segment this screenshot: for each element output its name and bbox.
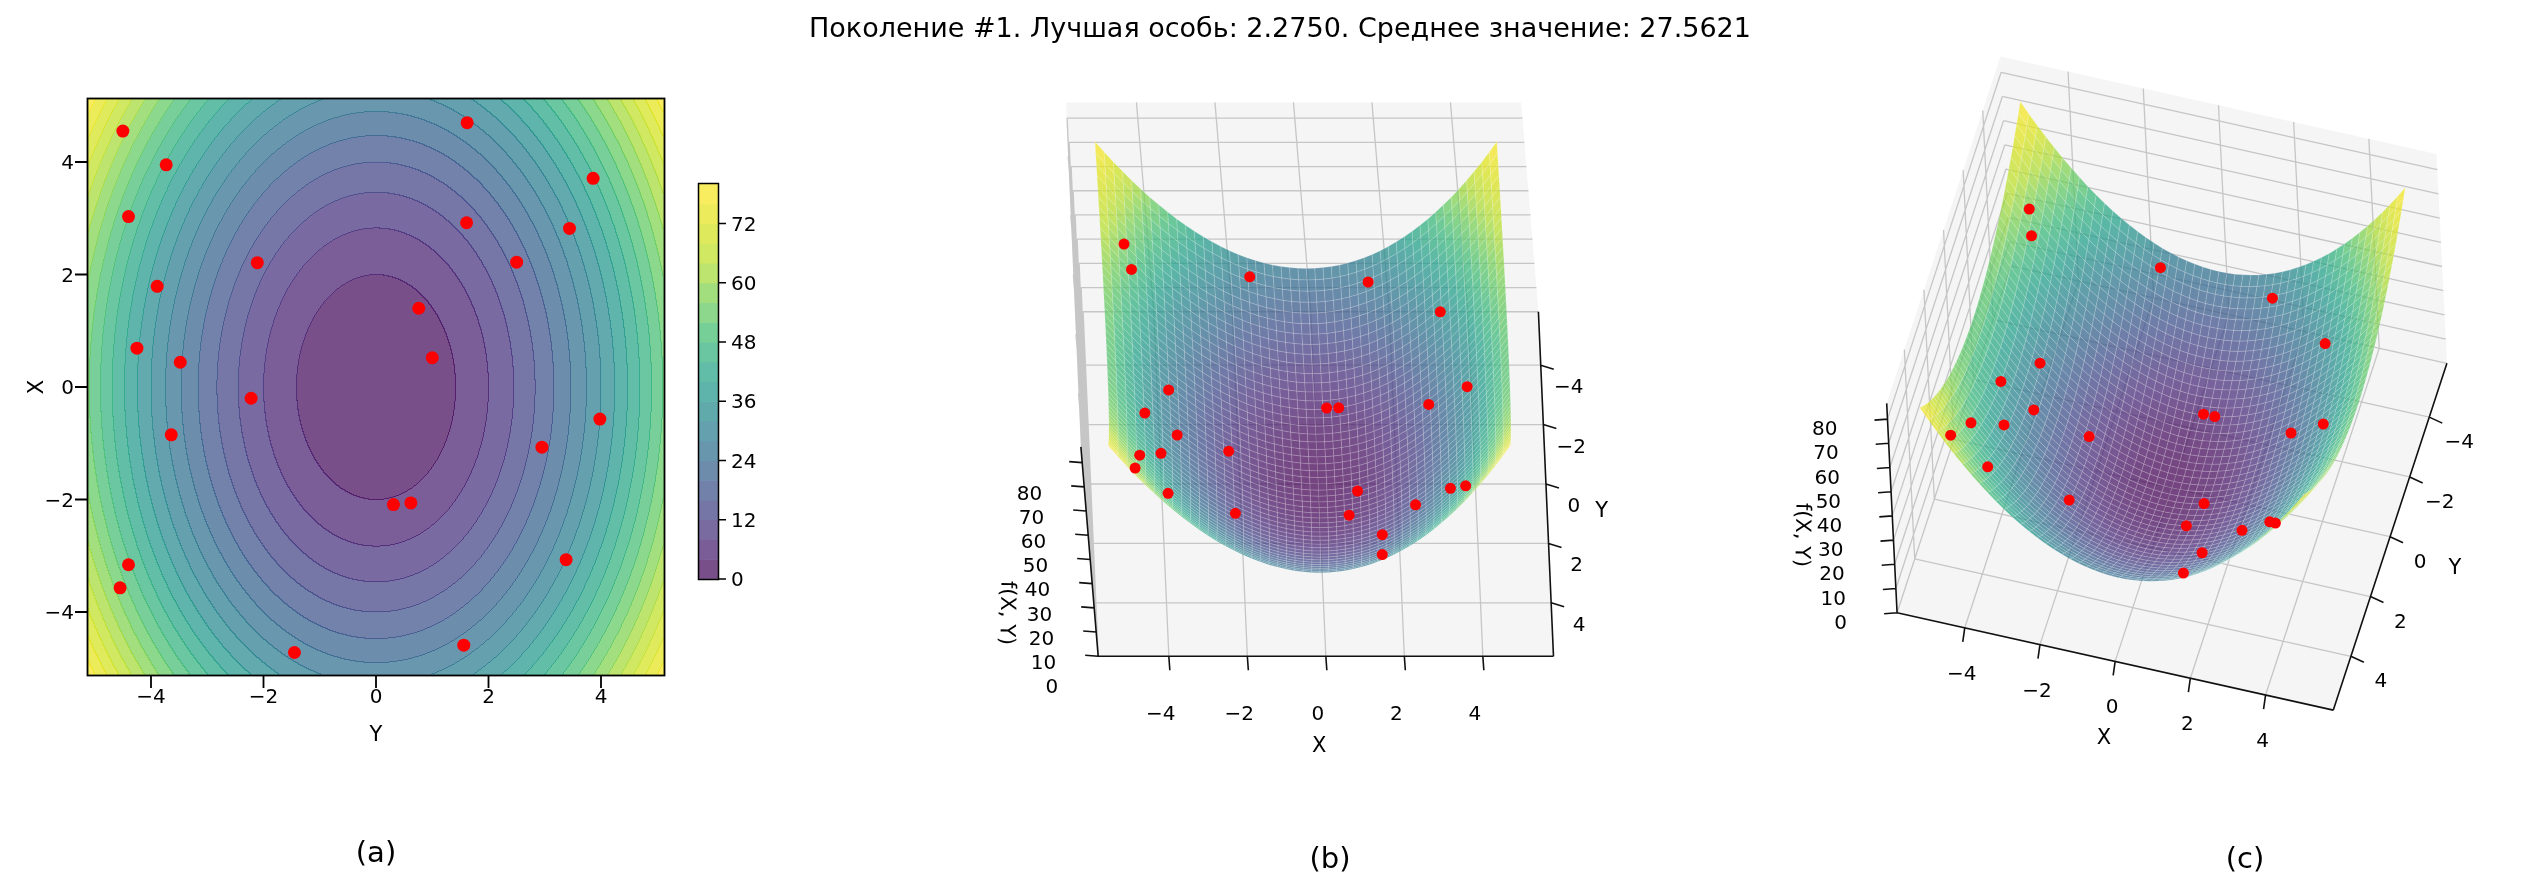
a-ytick: 0 xyxy=(61,375,74,399)
c-xtick: 4 xyxy=(2375,668,2388,692)
b-ztick: 60 xyxy=(1021,529,1046,553)
b-ztick: 20 xyxy=(1029,626,1054,650)
c-ztick: 60 xyxy=(1814,465,1839,489)
c-ztick: 40 xyxy=(1817,513,1842,537)
c-ztick: 20 xyxy=(1819,561,1844,585)
c-ztick: 10 xyxy=(1820,586,1845,610)
cb-tick: 36 xyxy=(731,389,756,413)
c-ztick: 0 xyxy=(1834,610,1847,634)
a-ytick: −2 xyxy=(45,488,74,512)
c-xtick: 2 xyxy=(2394,609,2407,633)
c-ztick: 70 xyxy=(1813,440,1838,464)
caption-c: (c) xyxy=(2226,841,2265,875)
b-ytick: 4 xyxy=(1468,701,1481,725)
a-xtick: −2 xyxy=(249,684,278,708)
b-ytick: −4 xyxy=(1146,701,1175,725)
b-xlabel: Y xyxy=(1595,498,1608,522)
b-xtick: 2 xyxy=(1570,552,1583,576)
b-ytick: 2 xyxy=(1390,701,1403,725)
b-ytick: −2 xyxy=(1225,701,1254,725)
cb-tick: 72 xyxy=(731,212,756,236)
a-ytick: −4 xyxy=(45,600,74,624)
c-ytick: −2 xyxy=(2022,678,2051,702)
cb-tick: 24 xyxy=(731,449,756,473)
b-xtick: 4 xyxy=(1573,612,1586,636)
caption-a: (a) xyxy=(356,835,396,869)
cb-tick: 60 xyxy=(731,271,756,295)
c-ylabel: X xyxy=(2097,725,2111,749)
c-xtick: 0 xyxy=(2414,549,2427,573)
c-zlabel: f(X, Y) xyxy=(1790,503,1815,568)
c-ztick: 50 xyxy=(1816,489,1841,513)
a-xtick: 4 xyxy=(595,684,608,708)
b-ytick: 0 xyxy=(1311,701,1324,725)
c-ytick: 4 xyxy=(2256,728,2269,752)
c-xlabel: Y xyxy=(2449,555,2462,579)
b-xtick: −2 xyxy=(1557,434,1586,458)
b-zlabel: f(X, Y) xyxy=(995,581,1020,646)
c-xtick: −2 xyxy=(2425,489,2454,513)
b-ztick: 30 xyxy=(1027,602,1052,626)
b-ztick: 40 xyxy=(1025,577,1050,601)
figure-title: Поколение #1. Лучшая особь: 2.2750. Сред… xyxy=(809,12,1751,43)
b-ztick: 70 xyxy=(1019,505,1044,529)
a-xtick: 0 xyxy=(370,684,383,708)
a-xtick: −4 xyxy=(136,684,165,708)
b-ztick: 10 xyxy=(1031,650,1056,674)
b-xtick: −4 xyxy=(1554,374,1583,398)
cb-tick: 0 xyxy=(731,567,744,591)
b-ylabel: X xyxy=(1312,733,1326,757)
cb-tick: 12 xyxy=(731,508,756,532)
a-ylabel: X xyxy=(24,380,48,394)
b-ztick: 80 xyxy=(1017,481,1042,505)
cb-tick: 48 xyxy=(731,330,756,354)
c-xtick: −4 xyxy=(2445,429,2474,453)
a-xtick: 2 xyxy=(482,684,495,708)
figure: Поколение #1. Лучшая особь: 2.2750. Сред… xyxy=(0,0,2544,876)
b-ztick: 0 xyxy=(1045,674,1058,698)
a-xlabel: Y xyxy=(370,722,383,746)
b-ztick: 50 xyxy=(1023,553,1048,577)
c-ztick: 30 xyxy=(1818,537,1843,561)
c-ytick: 0 xyxy=(2106,694,2119,718)
b-xtick: 0 xyxy=(1568,493,1581,517)
c-ytick: −4 xyxy=(1947,661,1976,685)
a-ytick: 4 xyxy=(61,150,74,174)
c-ytick: 2 xyxy=(2181,711,2194,735)
a-ytick: 2 xyxy=(61,263,74,287)
c-ztick: 80 xyxy=(1812,416,1837,440)
caption-b: (b) xyxy=(1309,841,1350,875)
